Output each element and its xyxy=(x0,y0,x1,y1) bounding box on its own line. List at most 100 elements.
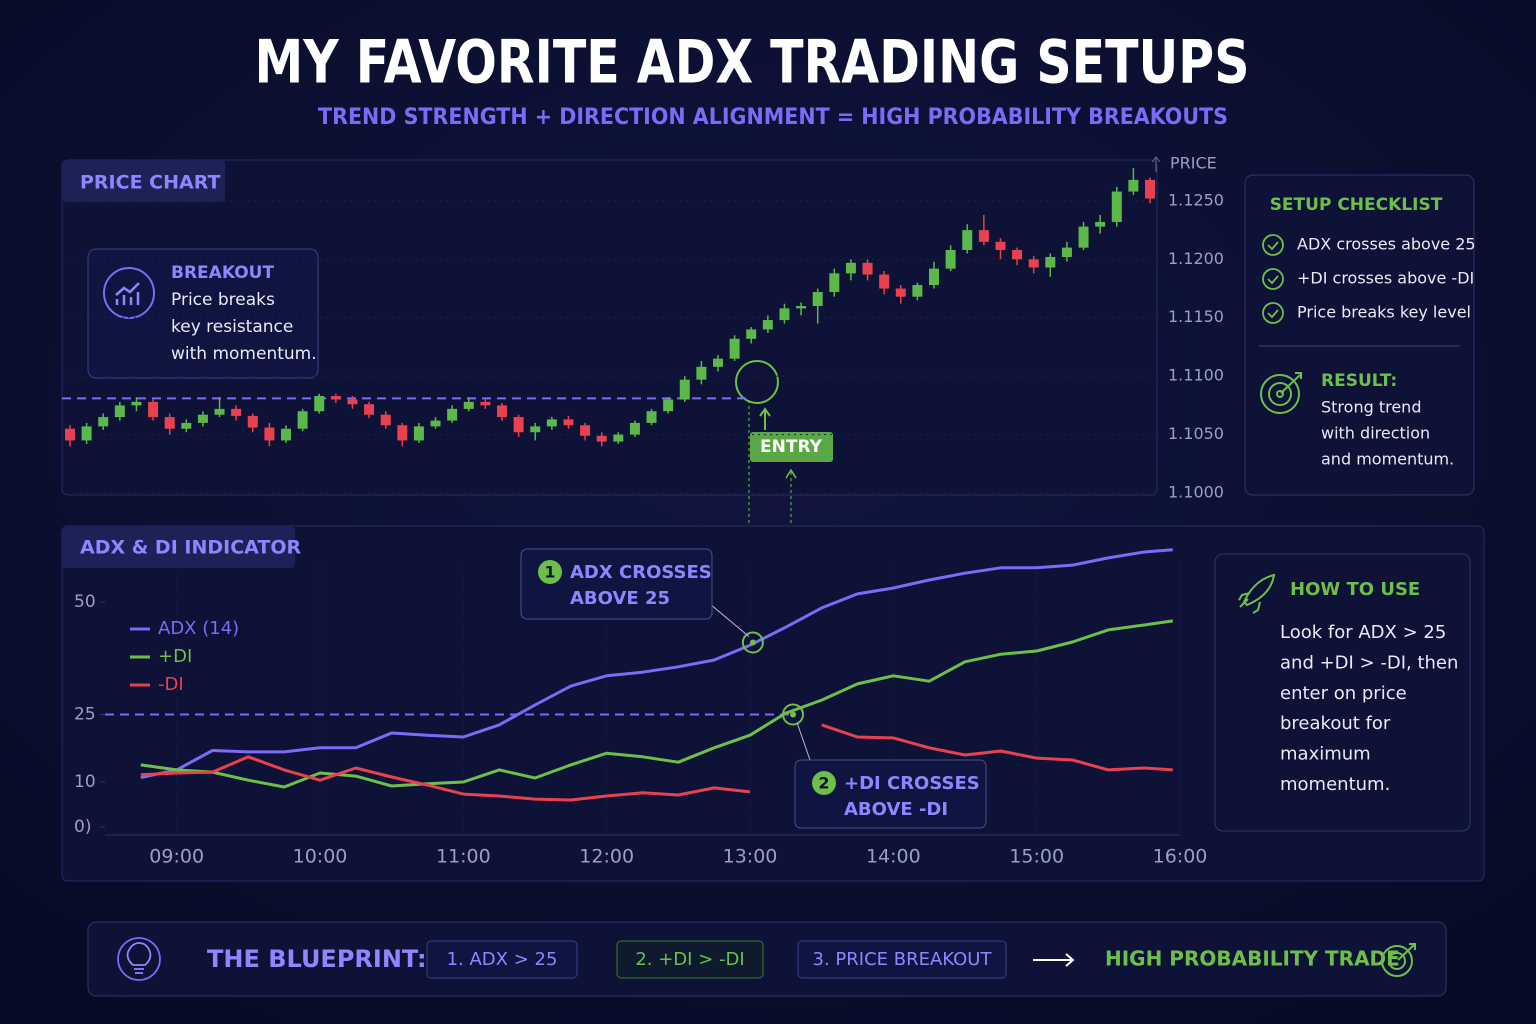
candle-body xyxy=(629,422,640,435)
candle-body xyxy=(1078,226,1089,248)
candle-body xyxy=(978,230,989,242)
entry-box xyxy=(750,432,833,462)
result-text: with direction xyxy=(1321,424,1430,443)
entry-circle xyxy=(735,360,779,404)
checklist-title: SETUP CHECKLIST xyxy=(1270,195,1443,215)
candle-body xyxy=(845,262,856,274)
candle-body xyxy=(762,320,773,330)
x-tick-label: 14:00 xyxy=(866,846,921,868)
candle-body xyxy=(696,366,707,380)
how-to-text: and +DI > -DI, then xyxy=(1280,652,1458,673)
candle-body xyxy=(347,399,358,405)
series-line xyxy=(140,548,1173,779)
x-tick-label: 15:00 xyxy=(1009,846,1064,868)
panel-label-box xyxy=(62,526,295,568)
axis-arrow xyxy=(1151,156,1161,172)
candle-body xyxy=(796,306,807,309)
candle-body xyxy=(546,419,557,427)
annotation-box xyxy=(794,759,987,829)
candle-body xyxy=(380,414,391,426)
candle-body xyxy=(114,405,125,418)
y-tick-label: 50 xyxy=(74,592,96,612)
step-box xyxy=(797,940,1007,979)
candle-body xyxy=(646,411,657,423)
candle-body xyxy=(181,422,192,429)
x-tick-label: 09:00 xyxy=(149,846,204,868)
candle-body xyxy=(480,401,491,406)
x-tick-label: 12:00 xyxy=(579,846,634,868)
x-tick-label: 16:00 xyxy=(1153,846,1208,868)
y-tick-label: 1.1000 xyxy=(1168,483,1224,502)
candle-body xyxy=(497,405,507,418)
candle-body xyxy=(364,404,375,415)
candle-body xyxy=(862,262,873,275)
candle-body xyxy=(231,408,242,416)
blueprint-bar xyxy=(87,921,1447,997)
how-to-text: Look for ADX > 25 xyxy=(1280,622,1446,643)
how-to-text: breakout for xyxy=(1280,713,1391,734)
candle-body xyxy=(729,338,740,359)
candle-body xyxy=(779,308,790,321)
candle-body xyxy=(214,408,225,415)
candle-body xyxy=(945,249,956,269)
result-text: Strong trend xyxy=(1321,398,1421,417)
candle-body xyxy=(1095,221,1106,227)
candle-body xyxy=(264,427,275,441)
entry-arrow xyxy=(759,407,771,430)
candle-body xyxy=(962,230,973,250)
how-to-title: HOW TO USE xyxy=(1290,579,1420,600)
x-tick-label: 10:00 xyxy=(293,846,348,868)
target-icon xyxy=(1260,372,1302,414)
candle-body xyxy=(131,401,142,406)
candle-body xyxy=(613,434,624,442)
y-tick-label: 0) xyxy=(74,817,91,837)
leader xyxy=(796,722,811,761)
candle-body xyxy=(679,379,690,400)
candle-body xyxy=(148,401,159,418)
candle-body xyxy=(314,396,325,412)
candle-body xyxy=(530,426,541,433)
checklist-box xyxy=(1244,174,1475,496)
subtitle: TREND STRENGTH + DIRECTION ALIGNMENT = H… xyxy=(318,105,1228,130)
legend-label: +DI xyxy=(158,646,192,667)
candle-body xyxy=(164,417,175,429)
annotation-number: 2 xyxy=(818,774,829,793)
candle-body xyxy=(297,411,308,429)
candle-body xyxy=(746,329,757,339)
candle-body xyxy=(81,426,92,441)
candle-body xyxy=(197,414,208,423)
adx-panel xyxy=(61,525,1485,882)
y-tick-label: 10 xyxy=(74,772,96,792)
cross-dot xyxy=(790,711,796,718)
candle-body xyxy=(713,358,723,367)
bulb-icon xyxy=(117,937,161,981)
legend-label: -DI xyxy=(158,674,184,695)
annotation-number: 1 xyxy=(544,563,555,582)
annotation-box xyxy=(520,548,713,620)
cross-dot xyxy=(749,639,756,646)
candle-body xyxy=(397,425,408,441)
annotation-text: +DI CROSSES xyxy=(844,773,980,794)
candle-body xyxy=(430,420,441,427)
result-title: RESULT: xyxy=(1321,371,1397,391)
candle-body xyxy=(447,408,458,421)
how-to-text: enter on price xyxy=(1280,683,1407,704)
candle-body xyxy=(1028,259,1039,268)
candle-body xyxy=(1045,256,1056,268)
price-panel xyxy=(61,159,1158,496)
panel-label-box xyxy=(62,160,225,202)
series-line xyxy=(140,723,1173,802)
annotation-text: ADX CROSSES xyxy=(570,562,712,583)
candle-body xyxy=(596,435,607,442)
checklist-item: Price breaks key level xyxy=(1297,303,1471,322)
result-text: and momentum. xyxy=(1321,450,1454,469)
candle-body xyxy=(98,417,109,427)
candle-body xyxy=(1061,247,1072,257)
y-tick-label: 1.1050 xyxy=(1168,424,1224,443)
candle-body xyxy=(281,428,291,441)
breakout-title: BREAKOUT xyxy=(171,263,274,283)
y-tick-label: 1.1150 xyxy=(1168,307,1224,326)
series-line xyxy=(140,619,1174,789)
checklist-item: ADX crosses above 25 xyxy=(1297,235,1476,254)
